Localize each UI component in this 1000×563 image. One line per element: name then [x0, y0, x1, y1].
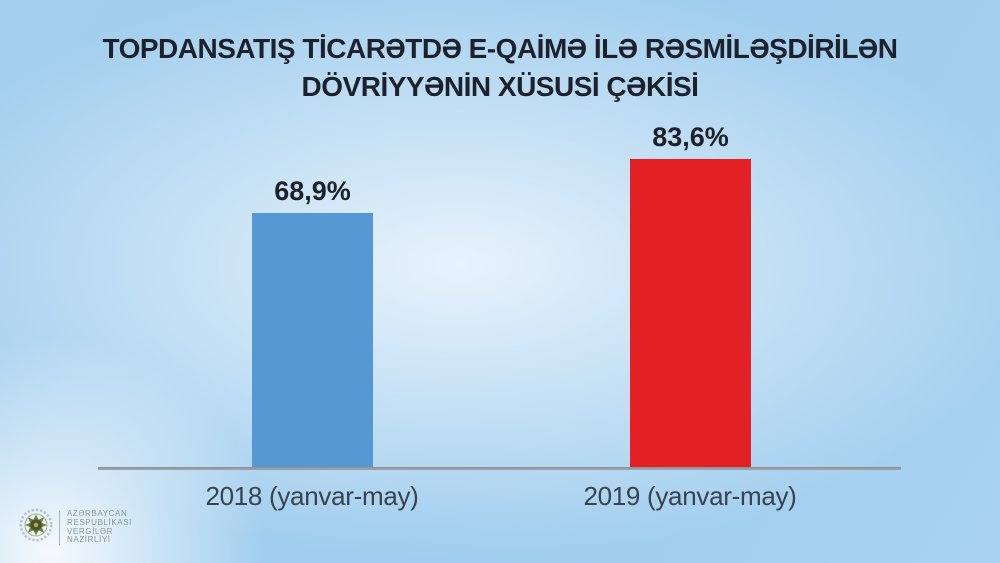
logo-divider	[59, 510, 60, 545]
bar-value-label-2018: 68,9%	[274, 176, 351, 206]
ministry-name-line-1: AZƏRBAYCAN	[67, 508, 128, 518]
chart-title: TOPDANSATIŞ TİCARƏTDƏ E-QAİMƏ İLƏ RƏSMİL…	[0, 30, 1000, 106]
ministry-name-line-2: RESPUBLİKASI	[67, 517, 133, 527]
x-axis-label-2019: 2019 (yanvar-may)	[583, 481, 797, 511]
bar-2019	[630, 159, 751, 468]
ministry-name: AZƏRBAYCAN RESPUBLİKASI VERGİLƏR NAZİRLİ…	[67, 508, 133, 545]
bar-chart: 68,9% 83,6%	[98, 120, 901, 468]
ministry-name-line-4: NAZİRLİYİ	[67, 535, 111, 545]
bar-group-2019: 83,6%	[630, 122, 751, 468]
bar-value-label-2019: 83,6%	[652, 122, 729, 152]
x-axis-label-2018: 2018 (yanvar-may)	[205, 481, 419, 511]
bar-2018	[252, 213, 373, 468]
chart-title-line-2: DÖVRİYYƏNİN XÜSUSİ ÇƏKİSİ	[301, 71, 699, 102]
x-axis-line	[98, 467, 901, 470]
ministry-name-line-3: VERGİLƏR	[67, 526, 113, 536]
ministry-emblem-icon	[19, 507, 53, 548]
ministry-logo: AZƏRBAYCAN RESPUBLİKASI VERGİLƏR NAZİRLİ…	[19, 507, 132, 548]
chart-title-line-1: TOPDANSATIŞ TİCARƏTDƏ E-QAİMƏ İLƏ RƏSMİL…	[102, 33, 898, 64]
bar-group-2018: 68,9%	[252, 176, 373, 468]
